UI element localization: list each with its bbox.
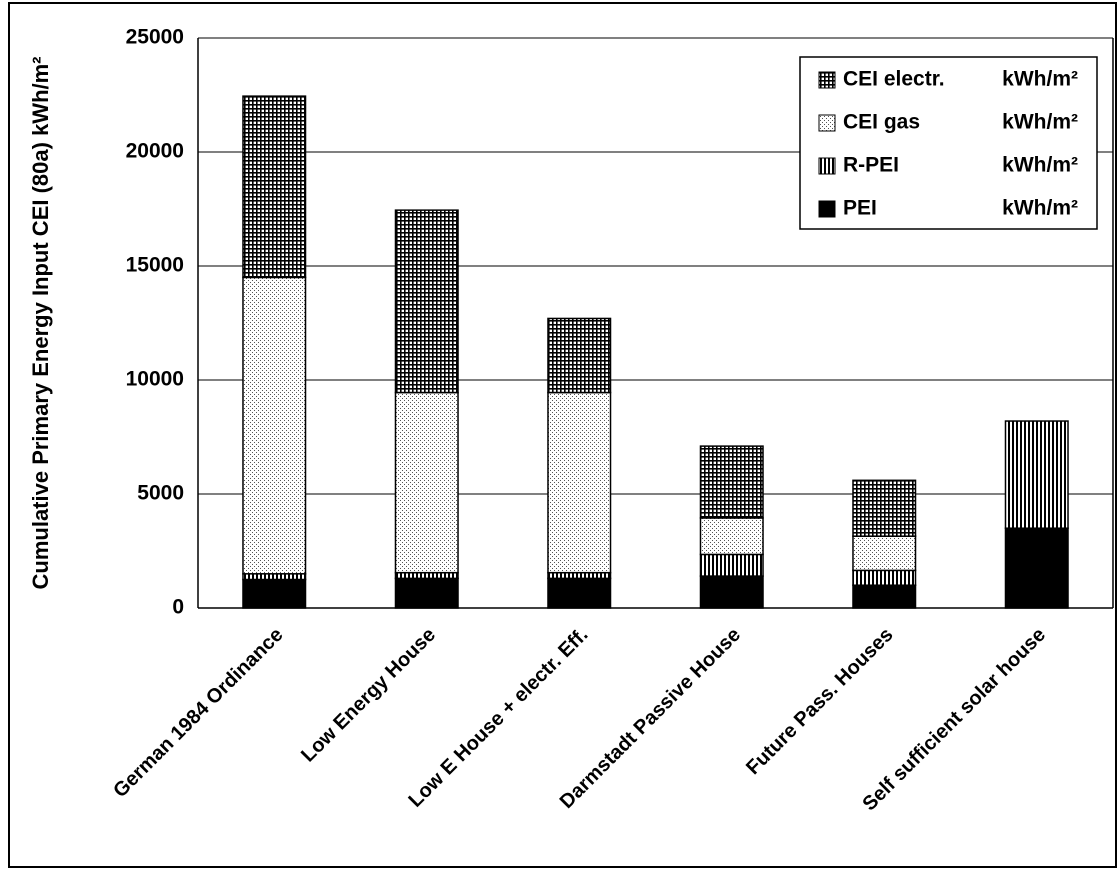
bar-segment-cei-gas-4 — [852, 535, 917, 572]
bar-segment-cei-gas-1 — [394, 391, 459, 574]
y-tick-label: 25000 — [126, 26, 184, 49]
legend-label-cei-electr-: CEI electr. — [843, 68, 945, 91]
x-category-label: German 1984 Ordinance — [109, 624, 287, 802]
bar-segment-pei-5 — [1004, 527, 1069, 609]
legend-unit-r-pei: kWh/m² — [1002, 154, 1078, 177]
chart-frame — [8, 2, 1117, 868]
bar-segment-cei-electr--4 — [852, 479, 917, 537]
bar-segment-r-pei-4 — [852, 569, 917, 586]
legend-unit-pei: kWh/m² — [1002, 197, 1078, 220]
category-labels: German 1984 Ordinance Low Energy HouseLow… — [109, 624, 1050, 816]
y-axis-title: Cumulative Primary Energy Input CEI (80a… — [28, 56, 53, 589]
bar-segment-pei-1 — [394, 577, 459, 609]
legend-swatch-cei-gas — [818, 114, 836, 132]
x-category-label: Self sufficient solar house — [858, 624, 1050, 816]
bar-segment-r-pei-3 — [699, 553, 764, 577]
y-tick-label: 15000 — [126, 254, 184, 277]
y-tick-label: 10000 — [126, 368, 184, 391]
x-category-label: Future Pass. Houses — [742, 624, 897, 779]
bar-segment-pei-3 — [699, 575, 764, 609]
legend-label-cei-gas: CEI gas — [843, 111, 920, 134]
bar-segment-cei-electr--2 — [547, 317, 612, 394]
bar-segment-cei-gas-3 — [699, 517, 764, 556]
legend-label-pei: PEI — [843, 197, 877, 220]
bar-segment-r-pei-5 — [1004, 420, 1069, 529]
bar-segment-pei-2 — [547, 577, 612, 609]
legend-label-r-pei: R-PEI — [843, 154, 899, 177]
y-tick-label: 5000 — [137, 482, 184, 505]
bar-segment-cei-gas-0 — [242, 276, 307, 575]
x-category-label: Low E House + electr. Eff. — [404, 624, 592, 812]
x-category-label: Darmstadt Passive House — [556, 624, 745, 813]
legend-unit-cei-electr-: kWh/m² — [1002, 68, 1078, 91]
legend-unit-cei-gas: kWh/m² — [1002, 111, 1078, 134]
bar-segment-cei-electr--1 — [394, 209, 459, 394]
legend-box — [799, 56, 1098, 230]
bar-segment-cei-electr--0 — [242, 95, 307, 279]
legend: CEI electr. kWh/m² CEI gas kWh/m² R-PEI kWh/m… — [799, 56, 1098, 230]
y-tick-labels: 0 5000 10000 15000 20000 25000 — [126, 26, 184, 619]
bar-segment-cei-electr--3 — [699, 445, 764, 519]
bars — [242, 95, 1069, 609]
legend-swatch-r-pei — [818, 157, 836, 175]
axes — [197, 38, 1114, 609]
y-tick-label: 20000 — [126, 140, 184, 163]
y-tick-label: 0 — [172, 596, 184, 619]
bar-segment-r-pei-1 — [394, 571, 459, 580]
bar-segment-r-pei-0 — [242, 573, 307, 581]
legend-swatch-cei-electr- — [818, 71, 836, 89]
bar-segment-pei-4 — [852, 584, 917, 609]
x-category-label: Low Energy House — [297, 624, 440, 767]
bar-segment-pei-0 — [242, 578, 307, 609]
bar-segment-r-pei-2 — [547, 571, 612, 580]
legend-swatch-pei — [818, 200, 836, 218]
bar-segment-cei-gas-2 — [547, 391, 612, 574]
